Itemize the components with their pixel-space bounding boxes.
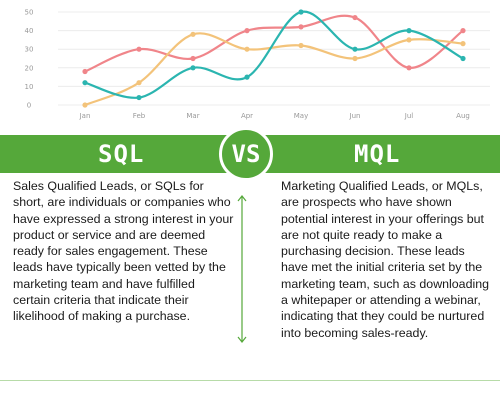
series-1-point-aug	[460, 28, 466, 34]
y-tick-label-50: 50	[25, 9, 34, 17]
x-axis-ticks: Jan Feb Mar Apr May Jun Jul Aug	[79, 112, 470, 120]
series-1-point-jan	[82, 68, 88, 75]
x-tick-label-apr: Apr	[241, 112, 253, 120]
series-2-point-apr	[244, 46, 250, 52]
series-3-point-may	[298, 9, 304, 15]
x-tick-label-may: May	[294, 112, 308, 120]
series-1-point-jun	[352, 14, 358, 21]
series-3-point-aug	[460, 55, 466, 62]
sql-description: Sales Qualified Leads, or SQLs for short…	[13, 179, 234, 324]
series-2-point-feb	[136, 80, 142, 86]
double-arrow-divider	[237, 195, 247, 343]
x-tick-label-feb: Feb	[133, 112, 146, 120]
mql-description: Marketing Qualified Leads, or MQLs, are …	[281, 179, 490, 340]
series-1-point-apr	[244, 28, 250, 34]
series-1-point-feb	[136, 46, 142, 52]
series-3-point-mar	[190, 65, 196, 71]
series-3-point-jan	[82, 80, 88, 86]
y-tick-label-30: 30	[25, 46, 34, 54]
series-2-point-mar	[190, 31, 196, 37]
vs-badge: VS	[219, 127, 273, 181]
y-tick-label-0: 0	[27, 102, 31, 110]
chart-series	[82, 9, 466, 108]
divider-arrow-down-icon	[237, 336, 247, 343]
series-3-point-jul	[406, 28, 412, 34]
x-tick-label-jul: Jul	[404, 112, 414, 120]
series-3-point-apr	[244, 74, 250, 80]
x-tick-label-jan: Jan	[79, 112, 91, 120]
series-1-point-jul	[406, 65, 412, 71]
y-axis-ticks: 0 10 20 30 40 50	[25, 9, 34, 110]
x-tick-label-aug: Aug	[456, 112, 470, 120]
series-2-point-may	[298, 42, 304, 49]
chart-gridlines	[58, 11, 490, 106]
mql-heading: MQL	[354, 140, 401, 168]
series-1-point-may	[298, 24, 304, 30]
y-tick-label-20: 20	[25, 64, 34, 72]
y-tick-label-10: 10	[25, 83, 34, 91]
series-3-line	[83, 10, 465, 99]
series-3-point-feb	[136, 94, 142, 101]
series-2-point-aug	[460, 41, 466, 47]
series-2-point-jul	[406, 37, 412, 43]
sql-heading: SQL	[98, 140, 145, 168]
footer-rule	[0, 380, 500, 381]
x-tick-label-mar: Mar	[186, 112, 199, 120]
series-2-point-jan	[82, 102, 88, 108]
y-tick-label-40: 40	[25, 27, 34, 35]
series-1-point-mar	[190, 55, 196, 62]
x-tick-label-jun: Jun	[349, 112, 361, 120]
series-3-point-jun	[352, 46, 358, 52]
series-2-point-jun	[352, 55, 358, 62]
line-chart: 0 10 20 30 40 50 Jan Feb Mar Apr May Jun Jul Aug	[25, 9, 490, 120]
divider-arrow-up-icon	[237, 195, 247, 202]
